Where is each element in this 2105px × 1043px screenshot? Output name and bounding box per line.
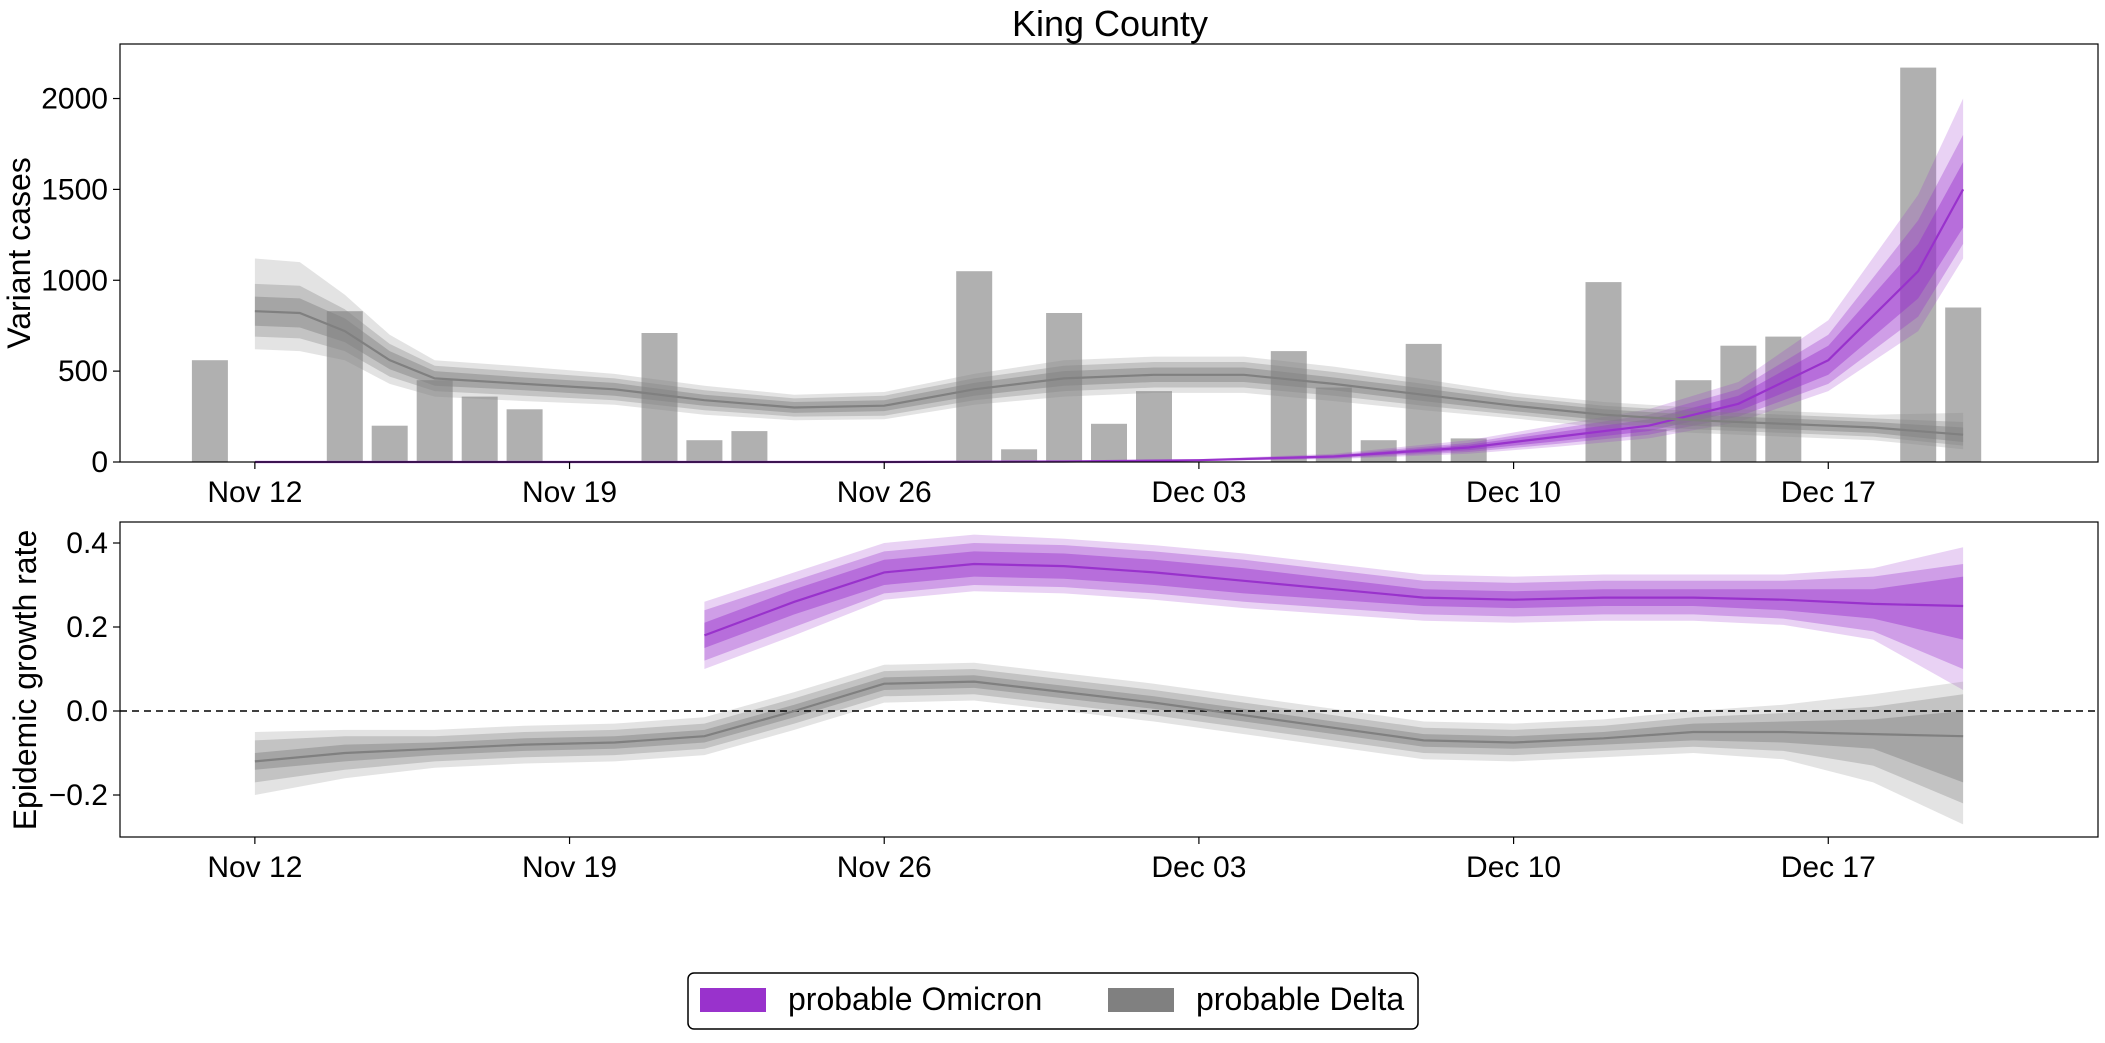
- top-x-tick-label: Nov 12: [207, 476, 302, 509]
- bottom-plot-frame: [119, 521, 2099, 838]
- case-bar: [191, 360, 228, 462]
- bottom-bands: [254, 534, 1964, 825]
- top-x-ticks: Nov 12 Nov 19 Nov 26 Dec 03 Dec 10 Dec 17: [207, 462, 1876, 509]
- bottom-y-tick-label: 0.0: [66, 695, 108, 728]
- top-y-tick-label: 1500: [41, 173, 108, 206]
- case-bar: [956, 271, 993, 462]
- bottom-probable-omicron-band50: [704, 551, 1964, 648]
- case-bar: [371, 425, 408, 462]
- case-bar: [1405, 343, 1442, 462]
- bottom-probable-delta-line: [254, 680, 1964, 763]
- case-bar: [1315, 387, 1352, 462]
- bottom-x-tick-label: Dec 17: [1781, 851, 1876, 884]
- chart-title: King County: [1012, 3, 1208, 44]
- bottom-y-axis-label: Epidemic growth rate: [7, 530, 43, 831]
- top-probable-delta-line: [254, 310, 1964, 436]
- bottom-x-ticks: Nov 12 Nov 19 Nov 26 Dec 03 Dec 10 Dec 17: [207, 837, 1876, 884]
- bottom-x-tick-label: Dec 10: [1466, 851, 1561, 884]
- legend-label-omicron: probable Omicron: [788, 981, 1042, 1017]
- bottom-y-tick-label: −0.2: [49, 779, 108, 812]
- top-y-ticks: 0 500 1000 1500 2000: [41, 83, 120, 479]
- case-bar: [1765, 336, 1802, 462]
- bottom-panel: Nov 12 Nov 19 Nov 26 Dec 03 Dec 10 Dec 17 −0.…: [7, 521, 2099, 884]
- top-probable-delta-band50: [254, 296, 1964, 442]
- top-bands: [254, 98, 1964, 462]
- top-x-tick-label: Nov 19: [522, 476, 617, 509]
- case-bar: [1046, 313, 1083, 462]
- top-plot-frame: [119, 43, 2099, 463]
- bottom-y-tick-label: 0.4: [66, 527, 108, 560]
- top-panel: Nov 12 Nov 19 Nov 26 Dec 03 Dec 10 Dec 17 0 50…: [1, 43, 2099, 509]
- top-probable-delta-band95: [254, 258, 1964, 450]
- top-x-tick-label: Dec 17: [1781, 476, 1876, 509]
- case-bar: [1360, 440, 1397, 462]
- case-bar: [1630, 429, 1667, 462]
- top-x-tick-label: Nov 26: [837, 476, 932, 509]
- bottom-y-tick-label: 0.2: [66, 611, 108, 644]
- bottom-x-tick-label: Nov 19: [522, 851, 617, 884]
- top-y-axis-label: Variant cases: [1, 157, 37, 349]
- top-probable-delta-band80: [254, 283, 1964, 446]
- legend-swatch-delta: [1108, 988, 1174, 1012]
- bottom-x-tick-label: Dec 03: [1151, 851, 1246, 884]
- case-bar: [326, 311, 363, 462]
- case-bar: [686, 440, 723, 462]
- case-bar: [731, 431, 768, 462]
- bottom-y-ticks: −0.2 0.0 0.2 0.4: [49, 527, 120, 812]
- top-y-tick-label: 500: [58, 355, 108, 388]
- legend: probable Omicron probable Delta: [687, 972, 1419, 1030]
- case-bar: [461, 396, 498, 462]
- case-bar: [641, 333, 678, 462]
- case-bar: [1900, 67, 1937, 462]
- top-x-tick-label: Dec 03: [1151, 476, 1246, 509]
- bottom-probable-omicron-band80: [704, 543, 1964, 669]
- legend-box: [687, 972, 1419, 1030]
- bottom-probable-omicron-band95: [704, 534, 1964, 690]
- top-y-tick-label: 1000: [41, 264, 108, 297]
- top-y-tick-label: 2000: [41, 83, 108, 116]
- case-bar: [1270, 351, 1307, 462]
- case-bar: [1450, 438, 1487, 462]
- bottom-lines: [254, 562, 1964, 763]
- bottom-probable-omicron-line: [704, 562, 1964, 637]
- case-bar: [1945, 307, 1982, 462]
- case-bar: [506, 409, 543, 462]
- case-bar: [416, 380, 453, 462]
- bottom-x-tick-label: Nov 12: [207, 851, 302, 884]
- legend-label-delta: probable Delta: [1196, 981, 1404, 1017]
- case-bar: [1091, 423, 1127, 462]
- legend-swatch-omicron: [700, 988, 766, 1012]
- top-y-tick-label: 0: [91, 446, 108, 479]
- case-bar: [1136, 391, 1172, 462]
- bottom-x-tick-label: Nov 26: [837, 851, 932, 884]
- case-bar: [1001, 449, 1038, 462]
- top-x-tick-label: Dec 10: [1466, 476, 1561, 509]
